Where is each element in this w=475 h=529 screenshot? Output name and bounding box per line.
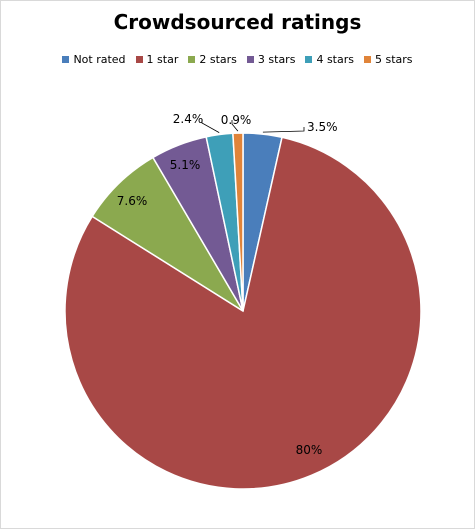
legend-swatch-3-stars	[246, 56, 254, 63]
pie-slices	[64, 132, 422, 490]
chart-title: Crowdsourced ratings	[113, 10, 362, 34]
legend-swatch-5-stars	[364, 56, 371, 63]
leader-line-4-stars	[201, 119, 220, 133]
data-label-4-stars: 2.4%	[173, 112, 204, 126]
data-label-not-rated: 3.5%	[307, 120, 338, 134]
legend-swatch-not-rated	[62, 56, 70, 63]
legend-label-2-stars: 2 stars	[199, 53, 237, 66]
data-label-1-star: 80%	[296, 443, 323, 457]
legend-entry-2-stars: 2 stars	[188, 53, 237, 66]
legend-entry-3-stars: 3 stars	[246, 53, 296, 66]
legend-entry-not-rated: Not rated	[62, 53, 126, 66]
legend-entry-4-stars: 4 stars	[305, 53, 354, 66]
legend-label-3-stars: 3 stars	[257, 53, 296, 66]
legend: Not rated 1 star 2 stars 3 stars 4 stars…	[0, 53, 475, 66]
legend-label-5-stars: 5 stars	[375, 53, 413, 66]
data-label-3-stars: 5.1%	[170, 158, 201, 172]
data-label-5-stars: 0.9%	[221, 113, 252, 127]
legend-swatch-4-stars	[305, 56, 313, 63]
legend-label-not-rated: Not rated	[73, 53, 126, 66]
leader-lines	[201, 119, 305, 133]
legend-swatch-1-star	[135, 56, 143, 63]
legend-swatch-2-stars	[188, 56, 196, 63]
leader-line-not-rated	[262, 127, 305, 133]
legend-label-1-star: 1 star	[146, 53, 179, 66]
legend-label-4-stars: 4 stars	[316, 53, 354, 66]
data-label-2-stars: 7.6%	[117, 194, 148, 208]
legend-entry-1-star: 1 star	[135, 53, 179, 66]
pie-slice-5-stars	[232, 132, 244, 312]
pie-slice-1-star	[64, 136, 422, 490]
data-labels: 3.5% 80% 7.6% 5.1% 2.4% 0.9%	[117, 112, 338, 457]
legend-entry-5-stars: 5 stars	[364, 53, 413, 66]
leader-line-5-stars	[231, 120, 239, 132]
